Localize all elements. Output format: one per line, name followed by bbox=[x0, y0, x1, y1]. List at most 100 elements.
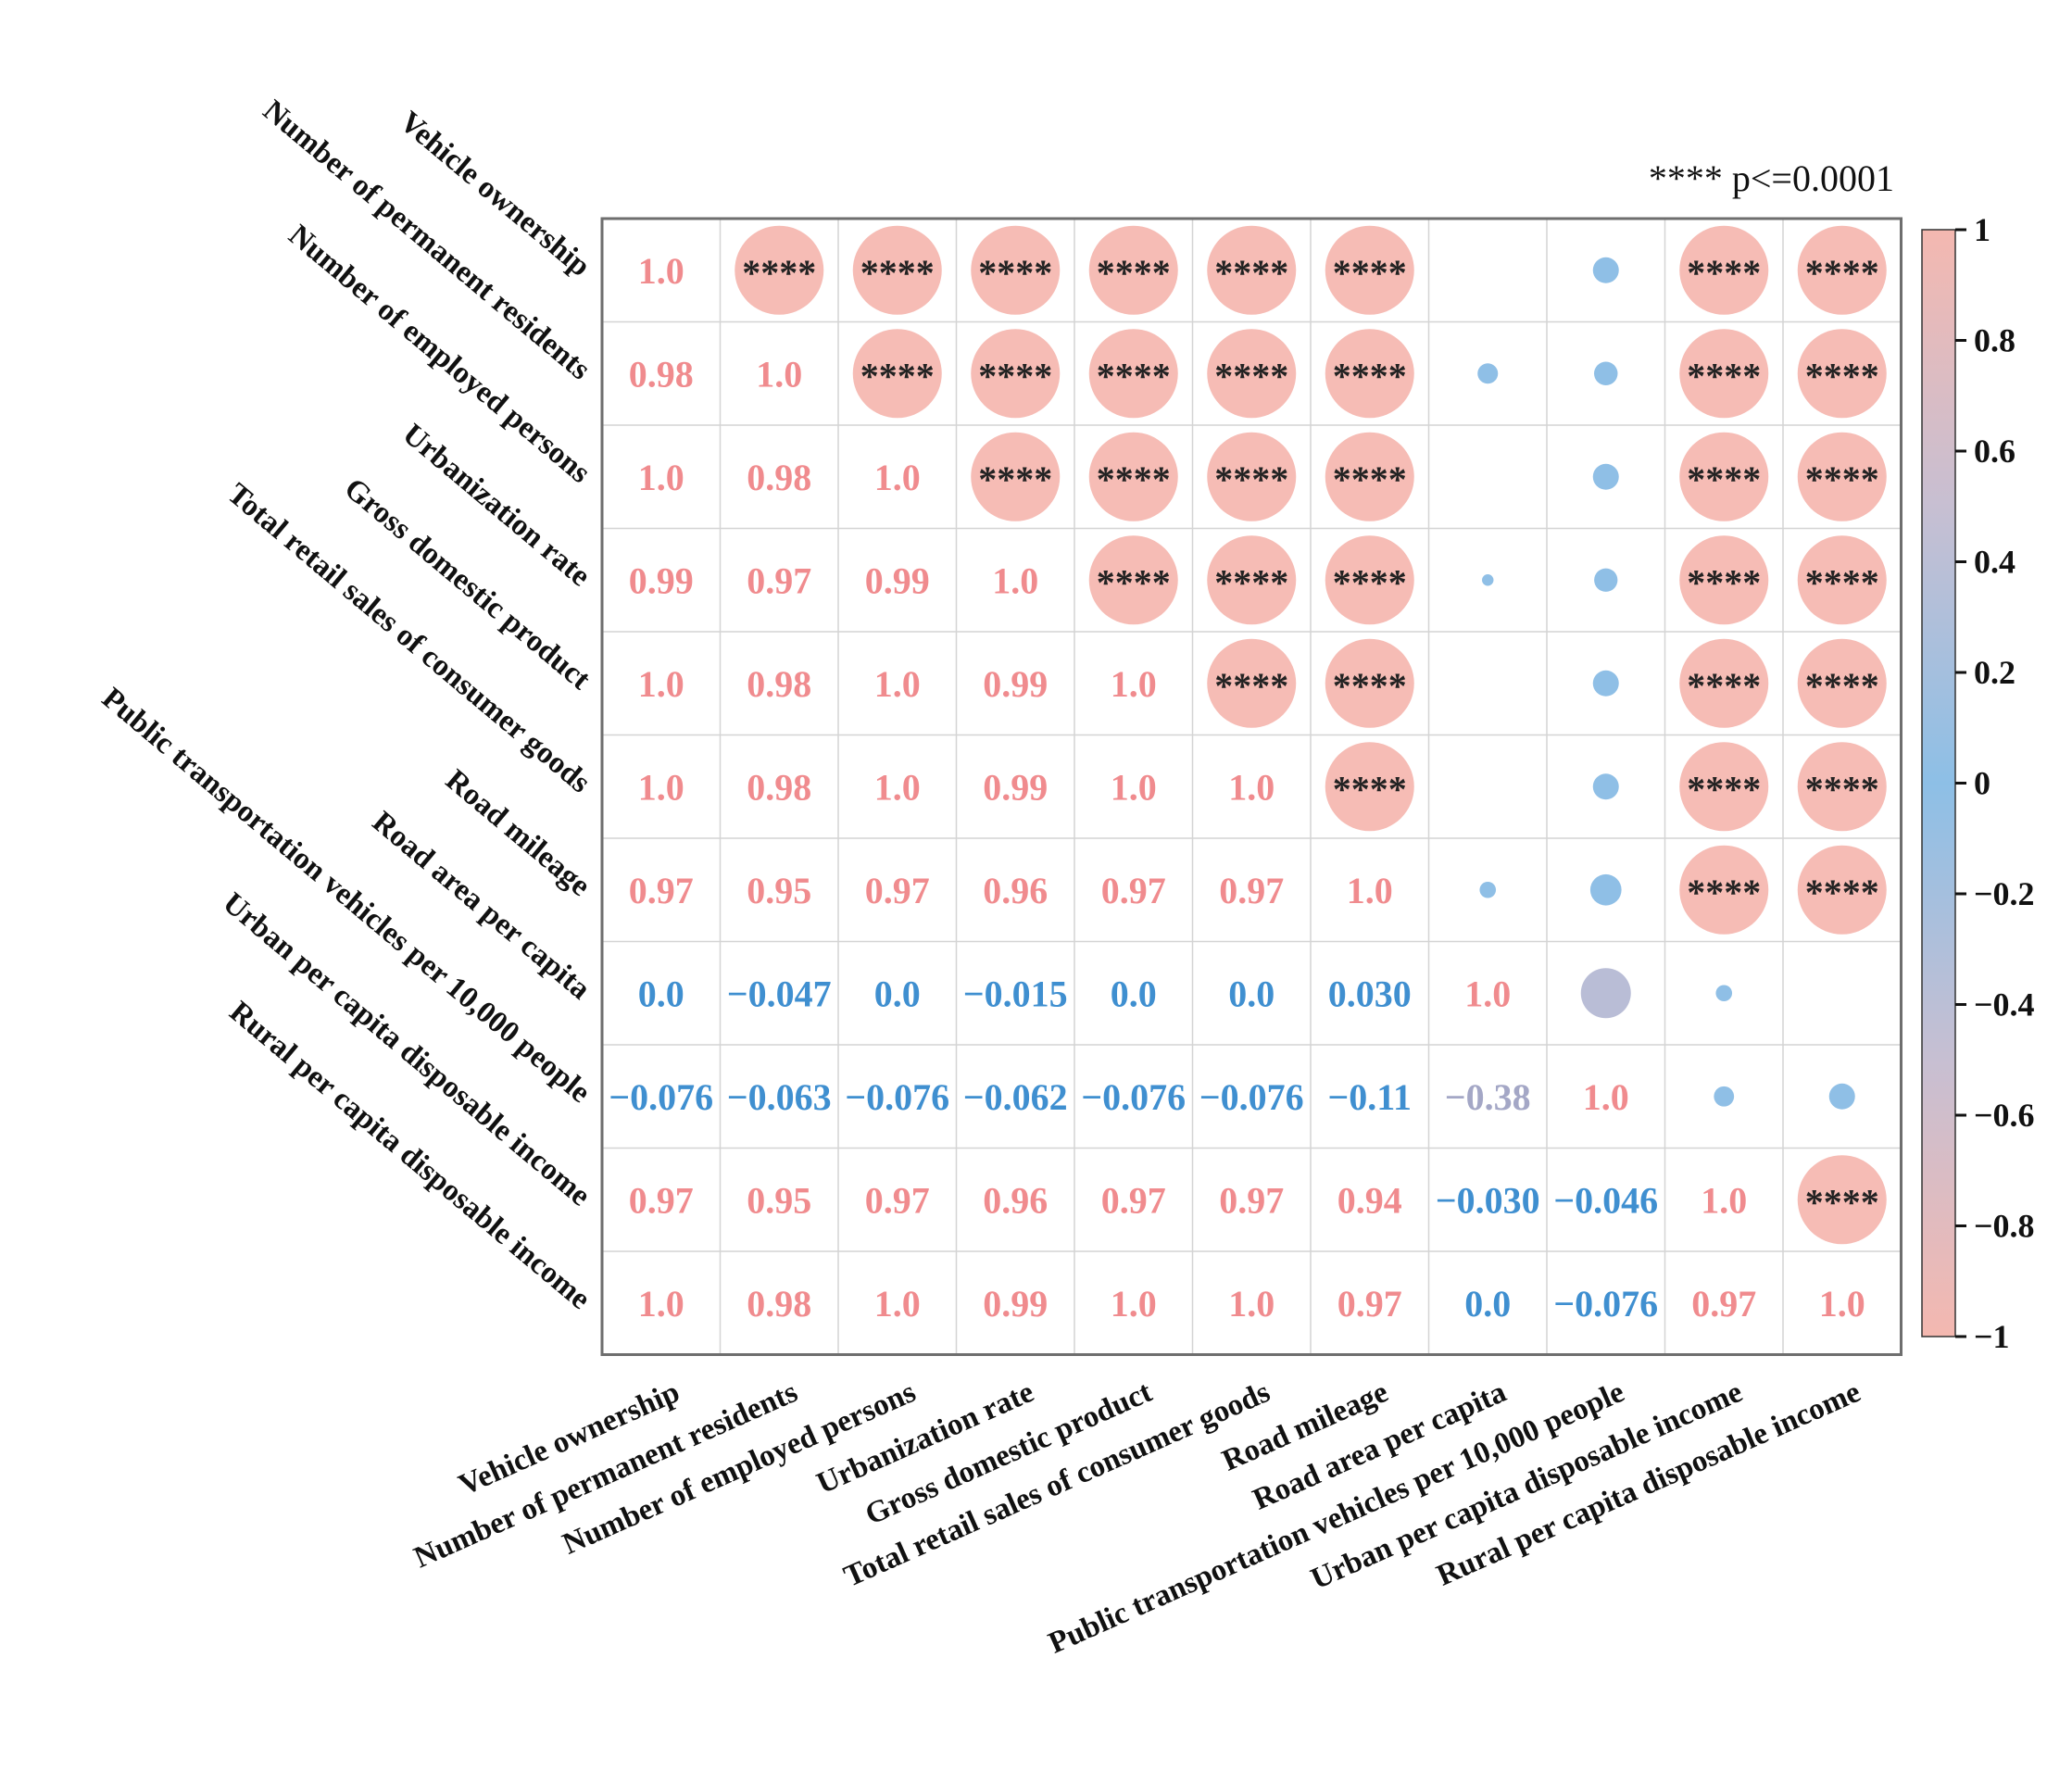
correlation-value-label: −0.062 bbox=[963, 1076, 1068, 1118]
significance-stars: **** bbox=[1097, 458, 1171, 500]
colorbar-tick-label: −0.4 bbox=[1974, 986, 2035, 1023]
correlation-circle bbox=[1325, 432, 1414, 521]
correlation-circle bbox=[1797, 742, 1887, 832]
heatmap-cell bbox=[1547, 1148, 1665, 1251]
significance-stars: **** bbox=[1805, 355, 1879, 396]
heatmap-cell bbox=[602, 632, 721, 735]
heatmap-gridlines bbox=[600, 217, 1902, 1356]
correlation-circle bbox=[1679, 225, 1769, 315]
correlation-value-label: 1.0 bbox=[638, 766, 684, 808]
correlation-value-label: 1.0 bbox=[874, 457, 921, 498]
heatmap-cell bbox=[720, 528, 838, 632]
heatmap-cell bbox=[1192, 838, 1311, 942]
heatmap-cell bbox=[1192, 941, 1311, 1045]
correlation-circle bbox=[1592, 773, 1619, 800]
heatmap-cell bbox=[720, 1045, 838, 1149]
correlation-value-label: 0.96 bbox=[983, 870, 1048, 911]
significance-stars: **** bbox=[742, 252, 816, 294]
correlation-circle bbox=[1207, 225, 1297, 315]
heatmap-cell bbox=[720, 425, 838, 529]
heatmap-cell bbox=[1074, 735, 1193, 838]
correlation-circle bbox=[1592, 670, 1619, 697]
heatmap-cell bbox=[1074, 1045, 1193, 1149]
correlation-circle bbox=[1482, 574, 1494, 586]
correlation-value-label: −0.076 bbox=[1081, 1076, 1186, 1118]
row-label: Road area per capita bbox=[366, 805, 596, 1006]
correlation-value-label: 0.94 bbox=[1337, 1179, 1402, 1221]
significance-stars: **** bbox=[1333, 252, 1407, 294]
significance-stars: **** bbox=[1333, 665, 1407, 707]
correlation-circle bbox=[1207, 535, 1297, 625]
correlation-value-label: 1.0 bbox=[638, 1283, 684, 1325]
significance-stars: **** bbox=[1805, 665, 1879, 707]
correlation-value-label: 0.98 bbox=[747, 766, 811, 808]
correlation-value-label: 0.98 bbox=[747, 1283, 811, 1325]
significance-stars: **** bbox=[1687, 561, 1761, 603]
heatmap-cell bbox=[1192, 1045, 1311, 1149]
heatmap-cell bbox=[1664, 1251, 1783, 1355]
correlation-value-label: 1.0 bbox=[1228, 1283, 1275, 1325]
significance-stars: **** bbox=[978, 458, 1052, 500]
correlation-circle bbox=[1088, 329, 1178, 419]
correlation-value-label: −0.015 bbox=[963, 973, 1068, 1014]
significance-stars: **** bbox=[1214, 355, 1288, 396]
correlation-value-label: 0.97 bbox=[629, 1179, 694, 1221]
correlation-circle bbox=[1594, 568, 1618, 592]
heatmap-cell bbox=[1664, 1148, 1783, 1251]
significance-stars: **** bbox=[1805, 872, 1879, 913]
correlation-circle bbox=[1207, 329, 1297, 419]
correlation-circle bbox=[1714, 1086, 1735, 1107]
correlation-value-label: 1.0 bbox=[874, 1283, 921, 1325]
correlation-circle bbox=[735, 225, 824, 315]
heatmap-cell bbox=[838, 838, 957, 942]
heatmap-cell bbox=[838, 1251, 957, 1355]
significance-stars: **** bbox=[1097, 252, 1171, 294]
correlation-circle bbox=[1325, 225, 1414, 315]
correlation-circle bbox=[1477, 363, 1499, 384]
correlation-value-label: 1.0 bbox=[1819, 1283, 1865, 1325]
correlation-circle bbox=[1679, 845, 1769, 935]
heatmap-cell bbox=[1428, 735, 1547, 838]
significance-stars: **** bbox=[1333, 561, 1407, 603]
correlation-circle bbox=[1580, 968, 1631, 1019]
significance-stars: **** bbox=[1805, 768, 1879, 810]
correlation-value-label: 0.99 bbox=[865, 559, 930, 601]
heatmap-cell bbox=[956, 1045, 1074, 1149]
correlation-circle bbox=[1797, 1155, 1887, 1245]
heatmap-cell bbox=[1074, 1148, 1193, 1251]
heatmap-cell bbox=[720, 1148, 838, 1251]
heatmap-cell bbox=[838, 1045, 957, 1149]
correlation-value-label: 0.0 bbox=[874, 973, 921, 1014]
heatmap-cell bbox=[1311, 941, 1429, 1045]
heatmap-cell bbox=[1783, 941, 1902, 1045]
correlation-circle bbox=[1088, 225, 1178, 315]
significance-stars: **** bbox=[1214, 252, 1288, 294]
correlation-value-label: 0.97 bbox=[629, 870, 694, 911]
correlation-value-label: 0.99 bbox=[983, 663, 1048, 705]
correlation-value-label: 1.0 bbox=[638, 457, 684, 498]
correlation-value-label: −0.063 bbox=[727, 1076, 832, 1118]
correlation-circle bbox=[1088, 432, 1178, 521]
heatmap-cell bbox=[1783, 1251, 1902, 1355]
significance-stars: **** bbox=[1333, 458, 1407, 500]
correlation-circle bbox=[1715, 985, 1733, 1002]
significance-stars: **** bbox=[1687, 872, 1761, 913]
significance-stars: **** bbox=[1805, 458, 1879, 500]
significance-stars: **** bbox=[1687, 458, 1761, 500]
correlation-value-label: 0.98 bbox=[629, 353, 694, 395]
significance-stars: **** bbox=[1214, 458, 1288, 500]
heatmap-cell bbox=[602, 941, 721, 1045]
correlation-circle bbox=[1325, 638, 1414, 728]
correlation-value-label: 1.0 bbox=[1111, 1283, 1157, 1325]
colorbar-tick-label: 1 bbox=[1974, 211, 1990, 248]
heatmap-cell bbox=[956, 941, 1074, 1045]
correlation-circle bbox=[1797, 329, 1887, 419]
correlation-circle bbox=[1088, 535, 1178, 625]
heatmap-cell bbox=[838, 632, 957, 735]
significance-note: **** p<=0.0001 bbox=[1649, 157, 1894, 199]
heatmap-cell bbox=[838, 425, 957, 529]
significance-stars: **** bbox=[860, 252, 935, 294]
correlation-value-label: 0.99 bbox=[983, 1283, 1048, 1325]
heatmap-cell bbox=[838, 941, 957, 1045]
